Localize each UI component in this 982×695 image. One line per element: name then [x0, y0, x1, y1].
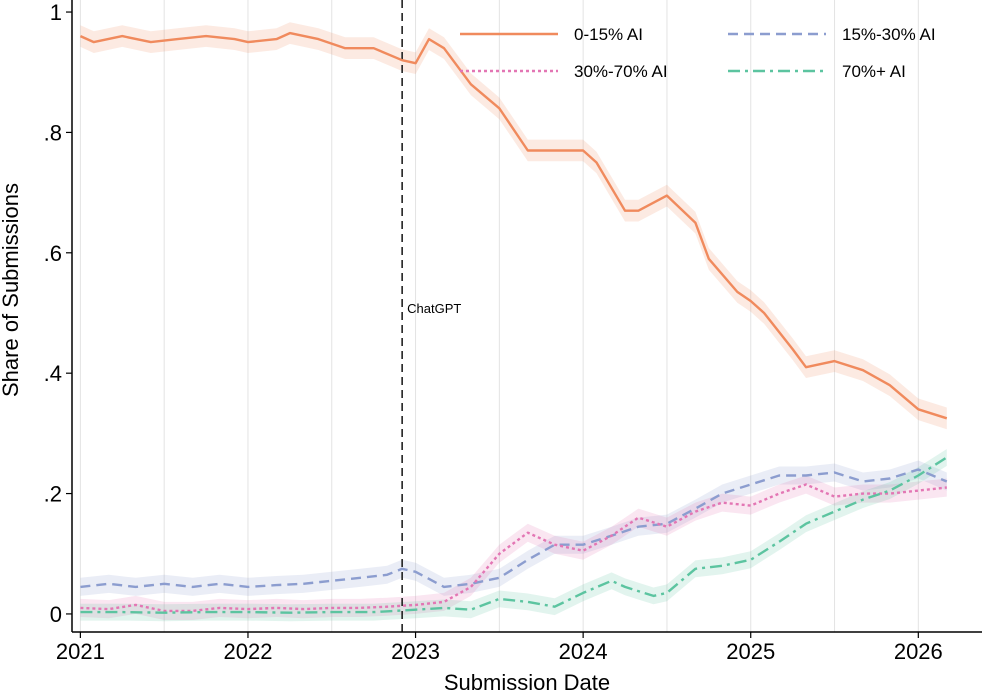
legend: 0-15% AI 15%-30% AI 30%-70% AI 70%+ AI	[460, 25, 936, 81]
legend-item: 15%-30% AI	[728, 25, 936, 44]
series-line-2	[80, 468, 948, 589]
x-tick-label: 2024	[559, 639, 608, 664]
x-axis-title: Submission Date	[444, 670, 610, 695]
y-tick-label: .2	[44, 482, 62, 507]
x-tick-label: 2026	[894, 639, 943, 664]
legend-label: 15%-30% AI	[842, 25, 936, 44]
legend-label: 0-15% AI	[574, 25, 643, 44]
grid-layer	[79, 0, 919, 632]
y-tick-label: .8	[44, 120, 62, 145]
x-tick-label: 2021	[56, 639, 105, 664]
series-line-3	[80, 483, 947, 613]
legend-label: 70%+ AI	[842, 62, 906, 81]
annotation-label: ChatGPT	[407, 301, 461, 316]
confidence-bands	[80, 22, 947, 622]
ci-band-3	[80, 475, 947, 620]
x-tick-label: 2023	[391, 639, 440, 664]
series-line-4	[80, 456, 948, 614]
y-axis-title: Share of Submissions	[0, 183, 23, 397]
ci-band-2	[80, 460, 947, 596]
x-tick-label: 2025	[726, 639, 775, 664]
x-tick-label: 2022	[223, 639, 272, 664]
legend-item: 30%-70% AI	[460, 62, 668, 81]
axes: 0 .2 .4 .6 .8 1 2021 2022 2023 2024 2025 2026	[44, 0, 982, 664]
series-line-1	[79, 31, 948, 420]
y-tick-label: .4	[44, 361, 62, 386]
series-lines	[79, 31, 948, 614]
legend-label: 30%-70% AI	[574, 62, 668, 81]
legend-item: 70%+ AI	[728, 62, 906, 81]
annotation-layer: ChatGPT	[401, 0, 461, 632]
ci-band-1	[80, 22, 947, 430]
y-tick-label: 1	[50, 0, 62, 25]
y-tick-label: 0	[50, 602, 62, 627]
legend-item: 0-15% AI	[460, 25, 643, 44]
y-tick-label: .6	[44, 241, 62, 266]
